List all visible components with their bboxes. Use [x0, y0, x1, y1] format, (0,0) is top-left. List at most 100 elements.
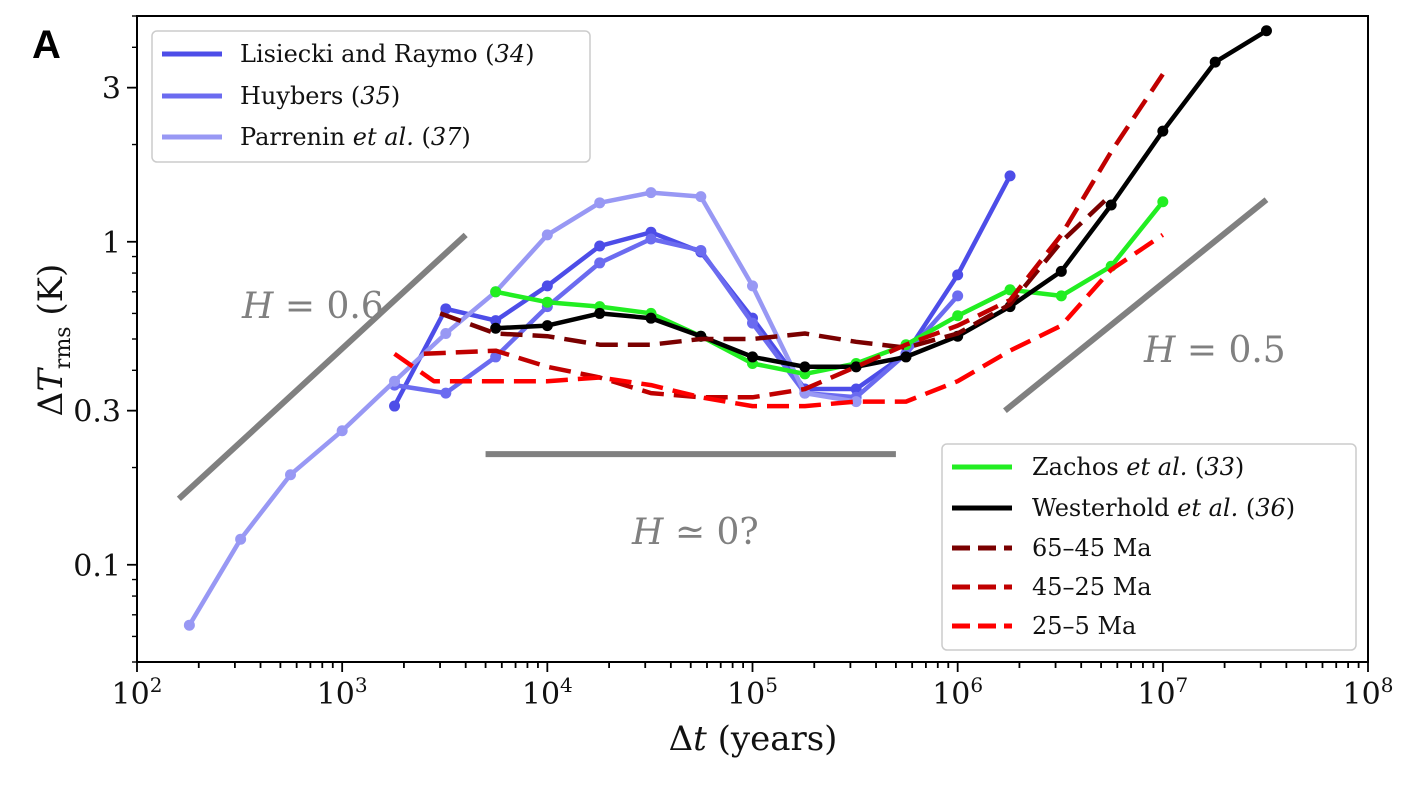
- y-axis-title-var: T: [31, 367, 71, 392]
- series-3-line: [495, 200, 1165, 377]
- series-4-point: [1105, 199, 1117, 211]
- series-7: [393, 233, 1165, 409]
- annotation-h06: H = 0.6: [241, 286, 384, 327]
- x-axis-title-var: t: [693, 719, 707, 759]
- x-tick-label: 102: [112, 673, 163, 712]
- series-2-point: [440, 327, 452, 339]
- legend-bottom-right: Zachos et al. (33) Westerhold et al. (36…: [941, 443, 1357, 651]
- series-lines: [183, 25, 1272, 631]
- series-3-point: [1004, 284, 1016, 296]
- x-tick-label: 106: [932, 673, 983, 712]
- series-4-point: [594, 307, 606, 319]
- series-4-point: [490, 322, 502, 334]
- series-2-point: [695, 191, 707, 203]
- series-7-line: [393, 233, 1165, 409]
- legend-label-25-5: 25–5 Ma: [1032, 612, 1136, 640]
- legend-label-zachos: Zachos et al. (33): [1032, 453, 1244, 481]
- series-3-point: [952, 310, 964, 322]
- series-2-point: [594, 197, 606, 209]
- y-axis-title-unit: (K): [31, 264, 71, 327]
- series-2-point: [389, 375, 401, 387]
- annotation-h05: H = 0.5: [1143, 330, 1286, 371]
- series-4-point: [1260, 25, 1272, 37]
- series-1-point: [952, 290, 964, 302]
- x-tick-label: 107: [1137, 673, 1188, 712]
- x-tick-label: 108: [1343, 673, 1394, 712]
- series-4-point: [900, 351, 912, 363]
- series-1-point: [747, 317, 758, 329]
- x-tick-label: 104: [522, 673, 573, 712]
- series-0-point: [440, 303, 452, 315]
- legend-label-parrenin: Parrenin et al. (37): [240, 123, 471, 151]
- series-2-point: [183, 619, 195, 631]
- series-0-point: [490, 315, 502, 327]
- y-axis-title-delta: Δ: [31, 392, 71, 417]
- legend-top-left-box: [151, 30, 591, 163]
- reference-line-2: [1003, 197, 1269, 413]
- series-1-point: [490, 351, 502, 363]
- series-4-point: [747, 351, 758, 363]
- series-4-line: [495, 28, 1268, 370]
- series-2-point: [541, 229, 553, 241]
- series-3-point: [1055, 290, 1067, 302]
- series-6-line: [423, 73, 1165, 400]
- y-axis-title: ΔTrms (K): [31, 264, 76, 417]
- y-tick-label: 3: [102, 72, 121, 107]
- reference-lines: [176, 197, 1269, 502]
- series-0-point: [850, 383, 862, 395]
- series-1-point: [440, 387, 452, 399]
- panel-label: A: [32, 23, 61, 67]
- x-axis-title-unit: (years): [707, 719, 838, 759]
- reference-line-0: [176, 232, 468, 502]
- series-1-point: [645, 233, 657, 245]
- series-2-point: [285, 469, 297, 481]
- series-0-point: [594, 240, 606, 252]
- series-0-point: [1004, 170, 1016, 182]
- series-2-point: [336, 425, 348, 437]
- legend-label-huybers: Huybers (35): [240, 82, 400, 110]
- y-tick-label: 1: [102, 226, 121, 261]
- series-4-point: [541, 320, 553, 332]
- legend-bottom-right-box: [941, 443, 1357, 651]
- legend-label-lisiecki: Lisiecki and Raymo (34): [240, 40, 534, 68]
- legend-label-45-25: 45–25 Ma: [1032, 573, 1152, 601]
- legend-top-left: Lisiecki and Raymo (34) Huybers (35) Par…: [151, 30, 591, 163]
- axis-ticks: [127, 15, 1369, 672]
- series-3-point: [541, 296, 553, 308]
- series-1-point: [594, 257, 606, 269]
- x-axis-title-delta: Δ: [669, 719, 694, 759]
- y-axis-title-sub: rms: [51, 326, 76, 369]
- series-4-point: [1209, 56, 1221, 68]
- series-2: [183, 187, 862, 631]
- series-0-point: [541, 280, 553, 292]
- series-4-point: [645, 312, 657, 324]
- series-3-point: [490, 286, 502, 298]
- series-1-point: [695, 244, 707, 256]
- series-0-point: [952, 269, 964, 281]
- series-0: [389, 170, 1016, 412]
- series-1-line: [394, 236, 960, 400]
- series-4: [490, 25, 1272, 373]
- series-1: [389, 233, 964, 403]
- tick-labels: 102 103 104 105 106 107 108 0.1 0.3 1 3: [73, 72, 1393, 712]
- series-4-point: [1157, 125, 1169, 137]
- series-2-point: [645, 187, 657, 199]
- legend-label-65-45: 65–45 Ma: [1032, 534, 1152, 562]
- annotation-h0: H ≃ 0?: [631, 512, 759, 553]
- x-tick-label: 105: [727, 673, 778, 712]
- series-4-point: [799, 361, 811, 373]
- series-3-point: [1157, 196, 1169, 208]
- x-tick-label: 103: [317, 673, 368, 712]
- x-axis-title: Δt (years): [669, 719, 838, 759]
- series-4-point: [1055, 265, 1067, 277]
- series-4-point: [850, 361, 862, 373]
- series-0-point: [389, 400, 401, 412]
- y-tick-label: 0.3: [73, 395, 121, 430]
- series-0-line: [392, 174, 1012, 408]
- series-2-point: [850, 396, 862, 408]
- series-6: [423, 73, 1165, 400]
- series-2-line: [187, 190, 857, 627]
- series-2-point: [235, 533, 247, 545]
- series-2-point: [747, 280, 758, 292]
